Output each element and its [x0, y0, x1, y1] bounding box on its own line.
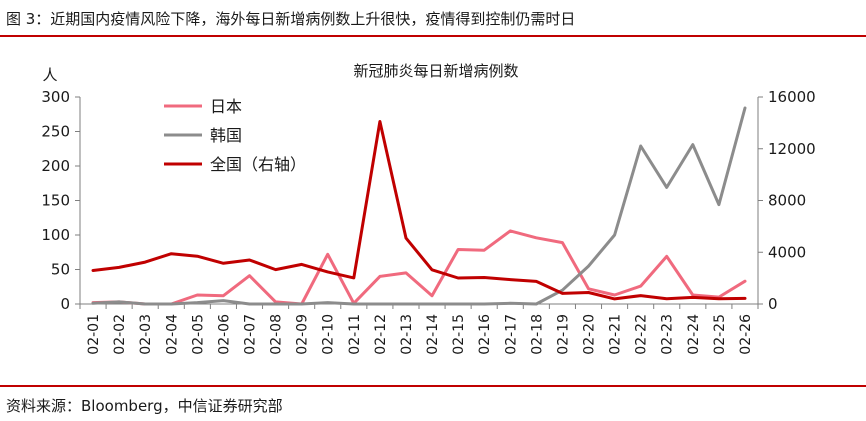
title-divider	[0, 35, 866, 37]
x-axis-tick-label: 02-13	[399, 314, 415, 355]
left-axis-tick-label: 100	[41, 226, 70, 244]
source-divider	[0, 385, 866, 387]
right-axis-tick-label: 4000	[768, 243, 806, 261]
right-axis-tick-label: 0	[768, 295, 778, 313]
series-line	[91, 120, 747, 301]
right-axis-tick-label: 12000	[768, 140, 816, 158]
left-axis-tick-label: 200	[41, 157, 70, 175]
x-axis-tick-label: 02-09	[295, 314, 311, 355]
x-axis-tick-label: 02-10	[321, 314, 337, 355]
figure-title: 图 3：近期国内疫情风险下降，海外每日新增病例数上升很快，疫情得到控制仍需时日	[6, 10, 576, 28]
legend-label: 日本	[210, 97, 242, 116]
left-axis-tick-label: 300	[41, 88, 70, 106]
series-line	[91, 106, 747, 306]
x-axis-tick-label: 02-11	[347, 314, 363, 355]
x-axis-tick-label: 02-20	[582, 314, 598, 355]
right-axis-tick-label: 16000	[768, 88, 816, 106]
x-axis-tick-label: 02-21	[608, 314, 624, 355]
x-axis-tick-label: 02-14	[425, 314, 441, 355]
series-layer	[91, 106, 747, 306]
right-axis-tick-label: 8000	[768, 192, 806, 210]
legend-label: 韩国	[210, 126, 242, 145]
x-axis-tick-label: 02-18	[529, 314, 545, 355]
x-axis-tick-label: 02-02	[112, 314, 128, 355]
x-axis-tick-label: 02-19	[555, 314, 571, 355]
axes: 0 50 100 150 200 250 300 0 4000 8000 12000 16000 02-…	[41, 88, 815, 355]
x-axis-tick-label: 02-24	[686, 314, 702, 355]
x-axis-tick-label: 02-15	[451, 314, 467, 355]
x-axis-tick-label: 02-12	[373, 314, 389, 355]
x-axis-tick-label: 02-03	[138, 314, 154, 355]
x-axis-tick-label: 02-23	[660, 314, 676, 355]
x-axis-tick-label: 02-06	[216, 314, 232, 355]
x-axis-tick-label: 02-08	[269, 314, 285, 355]
x-axis-tick-label: 02-25	[712, 314, 728, 355]
figure-source: 资料来源：Bloomberg，中信证券研究部	[6, 397, 283, 415]
left-axis-tick-label: 0	[60, 295, 70, 313]
left-axis-tick-label: 50	[51, 261, 70, 279]
x-axis-tick-label: 02-04	[164, 314, 180, 355]
chart-title: 新冠肺炎每日新增病例数	[353, 62, 518, 80]
x-axis-tick-label: 02-26	[738, 314, 754, 355]
x-axis-tick-label: 02-17	[503, 314, 519, 355]
left-axis-unit-label: 人	[42, 66, 57, 84]
x-axis-tick-label: 02-16	[477, 314, 493, 355]
left-axis-tick-label: 150	[41, 192, 70, 210]
x-axis-tick-label: 02-01	[86, 314, 102, 355]
x-axis-tick-label: 02-22	[634, 314, 650, 355]
x-axis-tick-label: 02-07	[243, 314, 259, 355]
x-axis-tick-label: 02-05	[190, 314, 206, 355]
legend-label: 全国（右轴）	[210, 155, 306, 174]
left-axis-tick-label: 250	[41, 123, 70, 141]
series-line	[91, 229, 747, 306]
